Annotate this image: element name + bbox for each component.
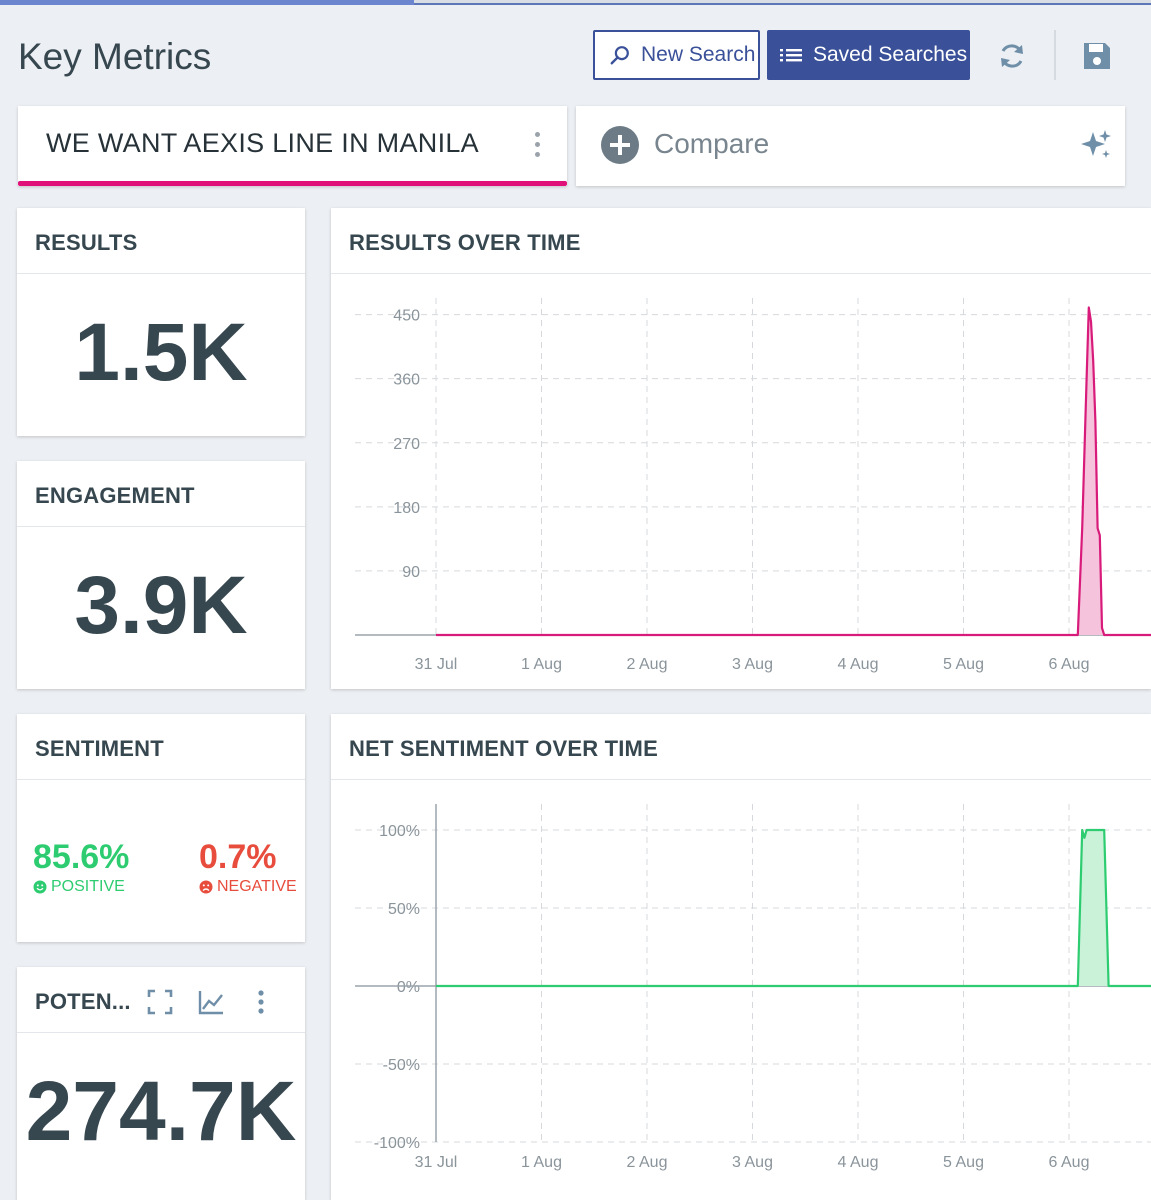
results-chart-title: RESULTS OVER TIME (349, 230, 581, 255)
x-tick-label: 3 Aug (732, 656, 773, 673)
x-tick-label: 6 Aug (1049, 1154, 1090, 1171)
saved-searches-label: Saved Searches (813, 43, 968, 66)
x-tick-label: 3 Aug (732, 1154, 773, 1171)
negative-sentiment-value: 0.7% (199, 838, 277, 876)
results-card: RESULTS 1.5K (17, 208, 305, 436)
x-tick-label: 2 Aug (627, 1154, 668, 1171)
y-tick-label: 450 (393, 308, 420, 325)
list-icon (780, 49, 802, 62)
results-chart-header: RESULTS OVER TIME (331, 208, 1151, 274)
net-sentiment-over-time-chart: 100% 50% 0% -50% -100% 31 Jul 1 Aug 2 Aug 3 Aug 4… (355, 804, 1151, 1171)
results-over-time-card: RESULTS OVER TIME 450 360 270 180 90 31 Jul 1 … (331, 208, 1151, 689)
results-value: 1.5K (74, 307, 248, 398)
compare-card[interactable]: Compare (576, 106, 1125, 186)
refresh-button[interactable] (992, 36, 1032, 76)
series-area (436, 307, 1151, 635)
y-tick-label: -50% (383, 1057, 420, 1074)
sentiment-chart-header: NET SENTIMENT OVER TIME (331, 714, 1151, 780)
saved-searches-button[interactable]: Saved Searches (767, 30, 970, 80)
y-tick-label: 100% (379, 823, 420, 840)
engagement-title: ENGAGEMENT (35, 483, 195, 508)
series-line (436, 306, 1151, 637)
more-options-kebab-icon[interactable] (244, 985, 278, 1019)
floppy-disk-icon (1084, 43, 1110, 69)
search-icon (610, 46, 629, 65)
search-options-kebab-icon[interactable] (525, 128, 549, 160)
x-tick-label: 31 Jul (415, 656, 458, 673)
sparkle-icon[interactable] (1079, 128, 1113, 162)
x-tick-label: 5 Aug (943, 1154, 984, 1171)
x-tick-label: 4 Aug (838, 656, 879, 673)
engagement-card: ENGAGEMENT 3.9K (17, 461, 305, 689)
y-tick-label: 90 (402, 564, 420, 581)
positive-sentiment-label-wrap: POSITIVE (33, 878, 125, 896)
save-button[interactable] (1077, 36, 1117, 76)
engagement-card-header: ENGAGEMENT (17, 461, 305, 527)
y-tick-label: -100% (374, 1135, 420, 1152)
top-progress-fill (0, 0, 415, 5)
smile-icon (33, 880, 47, 894)
x-tick-label: 1 Aug (521, 656, 562, 673)
sentiment-title: SENTIMENT (35, 736, 164, 761)
top-divider-line (414, 3, 1151, 5)
y-tick-label: 270 (393, 436, 420, 453)
x-tick-label: 1 Aug (521, 1154, 562, 1171)
engagement-value: 3.9K (74, 560, 248, 651)
x-tick-label: 6 Aug (1049, 656, 1090, 673)
results-card-header: RESULTS (17, 208, 305, 274)
top-progress-track (0, 0, 1151, 5)
series-line (436, 828, 1151, 988)
compare-label: Compare (654, 128, 770, 159)
search-query-card[interactable]: WE WANT AEXIS LINE IN MANILA (18, 106, 567, 186)
potential-reach-card: POTEN... 274.7K (17, 967, 305, 1200)
results-title: RESULTS (35, 230, 138, 255)
x-tick-label: 5 Aug (943, 656, 984, 673)
potential-card-header: POTEN... (17, 967, 305, 1033)
positive-sentiment-label: POSITIVE (51, 878, 125, 895)
new-search-button[interactable]: New Search (593, 30, 760, 80)
y-tick-label: 50% (388, 901, 420, 918)
search-query-text: WE WANT AEXIS LINE IN MANILA (46, 128, 479, 158)
x-tick-label: 2 Aug (627, 656, 668, 673)
results-over-time-chart: 450 360 270 180 90 31 Jul 1 Aug 2 Aug 3 Aug 4 Aug… (355, 298, 1151, 673)
y-tick-label: 180 (393, 500, 420, 517)
add-circle-icon (601, 126, 639, 164)
series-area (436, 830, 1151, 986)
search-accent-underline (18, 181, 567, 186)
sentiment-chart-title: NET SENTIMENT OVER TIME (349, 736, 658, 761)
x-tick-label: 4 Aug (838, 1154, 879, 1171)
net-sentiment-over-time-card: NET SENTIMENT OVER TIME 100% 50% 0% -50% -10… (331, 714, 1151, 1200)
x-tick-label: 31 Jul (415, 1154, 458, 1171)
y-tick-label: 360 (393, 372, 420, 389)
page-title: Key Metrics (18, 36, 212, 77)
negative-sentiment-label: NEGATIVE (217, 878, 297, 895)
refresh-icon (1001, 44, 1023, 68)
sentiment-card-header: SENTIMENT (17, 714, 305, 780)
expand-icon[interactable] (143, 985, 177, 1019)
y-tick-label: 0% (397, 979, 420, 996)
positive-sentiment-value: 85.6% (33, 838, 130, 876)
negative-sentiment-label-wrap: NEGATIVE (199, 878, 297, 896)
sentiment-card: SENTIMENT 85.6% POSITIVE 0.7% NEGATIVE (17, 714, 305, 942)
potential-value: 274.7K (25, 1064, 297, 1158)
potential-title: POTEN... (35, 989, 131, 1014)
line-chart-icon[interactable] (194, 985, 228, 1019)
new-search-label: New Search (641, 43, 756, 66)
frown-icon (199, 880, 213, 894)
toolbar-divider (1054, 30, 1056, 80)
